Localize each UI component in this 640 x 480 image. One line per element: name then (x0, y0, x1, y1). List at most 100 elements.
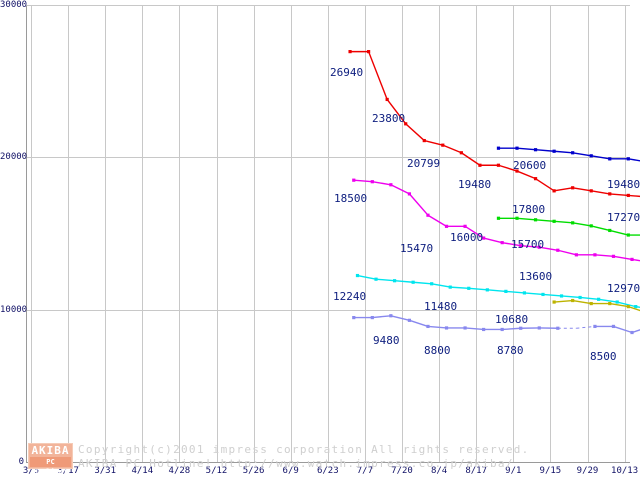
series-segment (594, 254, 614, 258)
series-segment (487, 289, 506, 293)
series-marker (630, 257, 634, 261)
series-marker (533, 218, 538, 222)
series-marker (593, 253, 597, 257)
series-marker (404, 122, 408, 126)
data-point-value-label: 17800 (512, 203, 546, 216)
data-point-value-label: 8500 (590, 350, 617, 363)
data-point-value-label: 26940 (330, 66, 364, 79)
series-marker (352, 315, 356, 320)
series-segment (609, 229, 629, 236)
series-marker (626, 193, 630, 198)
series-segment (408, 193, 429, 216)
series-segment (372, 181, 391, 186)
y-axis-tick-label: 30000 (0, 0, 28, 10)
series-segment (413, 281, 432, 285)
series-segment (572, 222, 592, 227)
series-segment (409, 319, 429, 328)
x-axis-tick-label: 6/23 (316, 466, 339, 476)
data-point-value-label: 20799 (407, 157, 441, 170)
x-axis-tick-label: 4/14 (131, 466, 154, 476)
series-segment (353, 179, 373, 183)
series-marker (348, 50, 352, 54)
series-segment (390, 315, 410, 322)
series-segment (572, 187, 592, 192)
series-marker (355, 273, 360, 278)
series-marker (485, 288, 489, 292)
series-marker (589, 154, 593, 158)
x-axis-tick-label: 6/9 (282, 466, 299, 476)
series-marker (444, 326, 449, 330)
x-axis-tick-label: 9/15 (539, 466, 562, 476)
series-marker (352, 178, 356, 182)
data-point-value-label: 19480 (607, 178, 640, 191)
series-olive (552, 298, 640, 312)
series-segment (390, 184, 410, 195)
series-marker (597, 297, 601, 301)
series-segment (539, 246, 558, 251)
series-marker (482, 236, 486, 240)
series-segment (468, 287, 488, 291)
data-point-value-label: 17270 (607, 211, 640, 224)
series-segment (635, 305, 640, 309)
series-segment (572, 299, 592, 305)
series-marker (392, 279, 397, 283)
series-marker (589, 224, 593, 228)
data-point-value-label: 8780 (497, 344, 524, 357)
series-marker (496, 216, 501, 220)
series-segment (613, 325, 633, 334)
series-segment (464, 225, 484, 239)
series-marker (608, 301, 612, 306)
series-blue (496, 146, 640, 162)
x-axis-tick-label: 9/29 (576, 466, 599, 476)
series-segment (591, 225, 610, 232)
footer-watermark: AKIBA PC Hotline! Copyright(c)2001 impre… (28, 443, 628, 476)
series-marker (552, 189, 556, 193)
series-segment (609, 193, 629, 197)
series-marker (519, 326, 523, 330)
series-marker (541, 292, 545, 297)
akiba-logo: AKIBA PC Hotline! (28, 443, 73, 476)
series-segment (561, 295, 581, 299)
series-marker (574, 253, 578, 257)
series-segment (516, 170, 536, 180)
series-marker (504, 289, 508, 293)
akiba-logo-top-text: AKIBA (31, 444, 70, 457)
series-marker (463, 224, 467, 228)
series-marker (441, 143, 445, 147)
series-segment (631, 329, 640, 334)
series-marker (370, 315, 374, 320)
data-point-value-label: 15700 (511, 238, 545, 251)
series-segment (427, 214, 447, 227)
series-marker (500, 241, 504, 245)
series-marker (519, 244, 523, 248)
series-marker (630, 330, 634, 335)
series-marker (559, 294, 564, 298)
series-marker (515, 169, 519, 173)
x-axis-tick-label: 7/7 (356, 466, 374, 476)
data-point-value-label: 15470 (400, 242, 434, 255)
series-marker (626, 305, 630, 309)
data-point-value-label: 19480 (458, 178, 492, 191)
copyright-line-2: AKIBA PC Hotline! http://www.watch.impre… (78, 457, 514, 470)
series-marker (589, 189, 593, 193)
series-segment (405, 123, 425, 142)
series-segment (576, 325, 595, 329)
series-segment (554, 299, 573, 303)
series-marker (426, 213, 430, 217)
series-marker (552, 149, 556, 153)
series-marker (374, 277, 378, 281)
series-marker (522, 291, 527, 295)
series-green (496, 216, 640, 237)
data-point-value-label: 8800 (424, 344, 451, 357)
series-marker (496, 146, 501, 150)
series-segment (631, 258, 640, 262)
akiba-logo-bottom-text: PC Hotline! (30, 457, 71, 476)
series-marker (537, 326, 541, 330)
data-point-value-label: 12970 (607, 282, 640, 295)
series-segment (557, 249, 577, 256)
series-marker (444, 224, 449, 228)
series-marker (571, 186, 575, 190)
series-segment (427, 325, 447, 329)
x-axis-tick-label: 5/26 (242, 466, 265, 476)
